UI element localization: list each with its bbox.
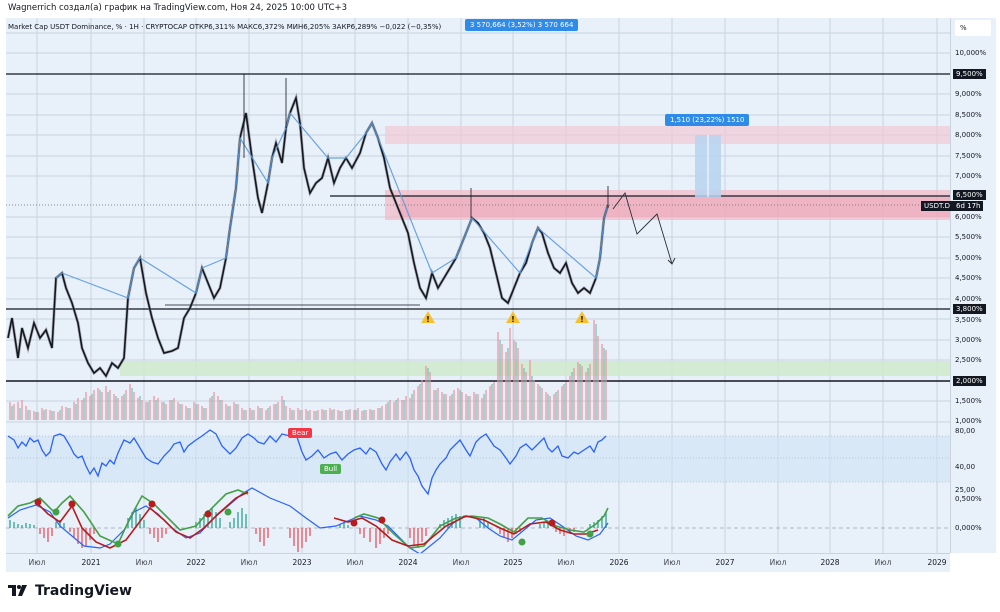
price-label: 4,000% <box>955 295 982 303</box>
time-label: Июл <box>769 558 787 567</box>
macd-cross-markers <box>34 498 594 548</box>
rsi-label: 25,00 <box>955 486 976 494</box>
time-label: 2024 <box>398 558 418 567</box>
price-label: 7,000% <box>955 172 982 180</box>
time-label: 2021 <box>81 558 101 567</box>
price-label: 6,000% <box>955 213 982 221</box>
price-tag-3-8: 3,800% <box>953 304 986 314</box>
price-label: 4,500% <box>955 274 982 282</box>
warning-icon-1: ! <box>421 311 435 324</box>
measure-label: 1,510 (23,22%) 1510 <box>665 114 750 126</box>
symbol-legend[interactable]: Market Cap USDT Dominance, % · 1H · CRYP… <box>8 23 442 31</box>
price-label: 2,500% <box>955 356 982 364</box>
macd-label: 0,500% <box>955 495 982 503</box>
warning-icon-2: ! <box>506 311 520 324</box>
macd-label: 0,000% <box>955 524 982 532</box>
price-tag-6-5: 6,500% <box>953 190 986 200</box>
time-label: Июл <box>557 558 575 567</box>
price-label: 3,500% <box>955 316 982 324</box>
price-label: 8,500% <box>955 111 982 119</box>
time-label: 2022 <box>186 558 206 567</box>
tradingview-logo[interactable]: TradingView <box>8 583 132 599</box>
bear-tag: Bear <box>288 428 313 438</box>
price-label: 3,000% <box>955 336 982 344</box>
price-tag-9-5: 9,500% <box>953 69 986 79</box>
time-label: 2025 <box>503 558 523 567</box>
price-label: 10,000% <box>955 49 987 57</box>
price-tag-2-0: 2,000% <box>953 376 986 386</box>
time-label: Июл <box>240 558 258 567</box>
macd-signal-red <box>35 491 249 549</box>
chart-canvas: ! ! ! <box>6 18 950 555</box>
time-label: Июл <box>28 558 46 567</box>
bull-tag: Bull <box>320 464 342 474</box>
price-label: 5,000% <box>955 254 982 262</box>
price-label: 1,500% <box>955 397 982 405</box>
time-label: Июл <box>452 558 470 567</box>
rsi-label: 40,00 <box>955 463 976 471</box>
rsi-label: 80,00 <box>955 427 976 435</box>
price-label: 5,500% <box>955 233 982 241</box>
time-label: 2027 <box>715 558 735 567</box>
price-label: 8,000% <box>955 131 982 139</box>
volume-bars <box>9 320 607 420</box>
unit-selector[interactable]: % <box>955 20 991 36</box>
price-label: 7,500% <box>955 152 982 160</box>
countdown-tag: 6d 17h <box>953 201 984 211</box>
support-zone <box>120 361 950 376</box>
time-label: 2023 <box>292 558 312 567</box>
time-label: 2026 <box>609 558 629 567</box>
time-label: Июл <box>346 558 364 567</box>
symbol-tag: USDT.D <box>921 201 954 211</box>
time-label: Июл <box>135 558 153 567</box>
time-label: 2028 <box>820 558 840 567</box>
warning-icon-3: ! <box>575 311 589 324</box>
svg-text:!: ! <box>580 315 584 324</box>
upper-resistance-zone <box>385 126 950 144</box>
svg-text:!: ! <box>511 315 515 324</box>
time-label: Июл <box>874 558 892 567</box>
chart-credit: Wagnerrich создал(а) график на TradingVi… <box>8 3 348 13</box>
price-axis[interactable] <box>950 18 996 553</box>
rsi-line <box>7 429 607 496</box>
projection-path <box>612 192 673 265</box>
rsi-band <box>6 436 950 482</box>
time-label: Июл <box>663 558 681 567</box>
macd-line <box>7 487 609 555</box>
price-label: 1,000% <box>955 417 982 425</box>
chart-frame[interactable]: ! ! ! Market <box>0 18 1000 574</box>
time-label: 2029 <box>927 558 947 567</box>
tradingview-logo-text: TradingView <box>35 583 132 599</box>
time-axis[interactable]: Июл 2021 Июл 2022 Июл 2023 Июл 2024 Июл 2025 Июл 20… <box>6 553 950 572</box>
price-label: 9,000% <box>955 90 982 98</box>
svg-text:!: ! <box>426 315 430 324</box>
measure-label-top: 3 570,664 (3,52%) 3 570 664 <box>465 19 579 31</box>
tradingview-logo-icon <box>8 585 27 596</box>
